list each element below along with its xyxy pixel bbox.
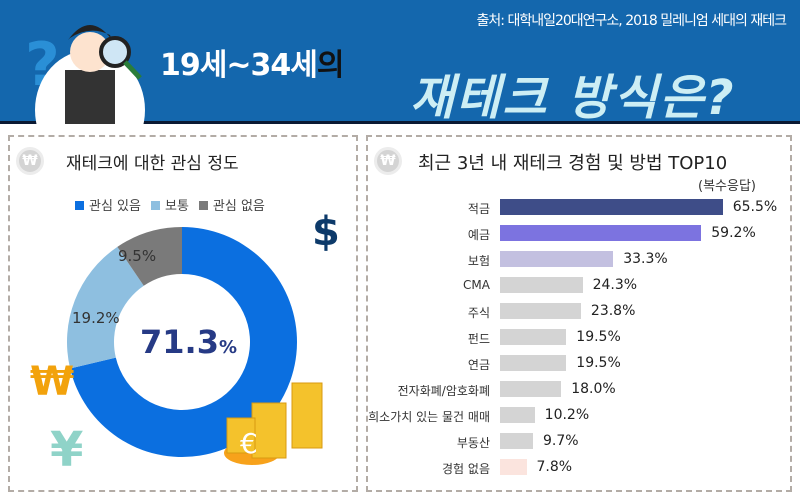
bar-category-label: CMA <box>463 278 490 292</box>
title-question: 재테크 방식은? <box>410 70 736 126</box>
dollar-icon: $ <box>312 209 340 255</box>
source-text: 출처: 대학내일20대연구소, 2018 밀레니엄 세대의 재테크 <box>476 13 787 29</box>
center-value: 71.3% <box>140 323 237 361</box>
header-banner: ? 출처: 대학내일20대연구소, 2018 밀레니엄 세대의 재테크 19세~… <box>0 0 800 126</box>
bar-value-label: 19.5% <box>576 355 621 371</box>
title-age-range: 19세~34세의 <box>160 40 345 84</box>
interest-title: 재테크에 대한 관심 정도 <box>66 154 239 174</box>
bar-value-label: 7.8% <box>536 459 573 475</box>
bar-category-label: 주식 <box>467 306 490 320</box>
bar-value-label: 9.7% <box>542 433 579 449</box>
bar-category-label: 전자화폐/암호화폐 <box>397 384 490 398</box>
bar-category-label: 펀드 <box>467 332 490 346</box>
bar-category-label: 경험 없음 <box>442 462 490 476</box>
donut-slice-0 <box>70 227 297 457</box>
donut-slice-1 <box>67 246 144 369</box>
bar <box>500 277 583 293</box>
title-age-text: 19세~34세 <box>160 48 318 83</box>
svg-text:€: € <box>240 427 258 460</box>
bar <box>500 303 581 319</box>
bar-category-label: 보험 <box>467 254 490 268</box>
bar <box>500 407 535 423</box>
bar-value-label: 59.2% <box>711 225 756 241</box>
bar <box>500 355 567 371</box>
bar-value-label: 33.3% <box>623 251 668 267</box>
legend-item: 보통 <box>150 195 189 214</box>
bar <box>500 225 702 241</box>
bar-value-label: 18.0% <box>571 381 616 397</box>
label-normal: 9.5% <box>118 247 157 265</box>
detective-illustration: ? <box>25 25 145 124</box>
legend-item: 관심 있음 <box>75 195 141 214</box>
donut-chart <box>67 227 297 457</box>
bar-value-label: 23.8% <box>590 303 636 319</box>
coin-icon: ₩ <box>16 147 44 175</box>
coin-stack-icon: € <box>224 382 323 465</box>
bar-category-label: 예금 <box>467 228 490 242</box>
method-title: 최근 3년 내 재테크 경험 및 방법 TOP10 <box>418 153 728 174</box>
bar <box>500 381 562 397</box>
label-normal: 19.2% <box>72 309 120 327</box>
method-panel: ₩ 최근 3년 내 재테크 경험 및 방법 TOP10 (복수응답) 적금 65.… <box>366 135 792 492</box>
yen-icon: ¥ <box>50 422 84 478</box>
bar-value-label: 65.5% <box>732 199 778 215</box>
bar <box>500 433 533 449</box>
title-suffix: 의 <box>316 48 345 83</box>
legend-item: 관심 없음 <box>198 195 265 214</box>
bar-value-label: 19.5% <box>576 329 621 345</box>
bar-category-label: 적금 <box>467 202 490 216</box>
method-subtitle: (복수응답) <box>698 179 756 194</box>
donut-slice-2 <box>117 227 182 286</box>
bar <box>500 459 527 475</box>
donut-legend: 관심 있음 보통 관심 없음 <box>75 195 265 214</box>
coin-icon: ₩ <box>374 147 402 175</box>
bar-category-label: 부동산 <box>456 436 490 450</box>
bar <box>500 251 614 267</box>
bar <box>500 329 567 345</box>
interest-panel: ₩ 재테크에 대한 관심 정도 관심 있음 보통 관심 없음 9.5% 19.2… <box>8 135 358 492</box>
bar-category-label: 희소가치 있는 물건 매매 <box>368 410 490 424</box>
bar-value-label: 24.3% <box>592 277 638 293</box>
bar-value-label: 10.2% <box>544 407 590 423</box>
won-icon: ₩ <box>30 359 75 405</box>
bar <box>500 199 723 215</box>
bar-category-label: 연금 <box>467 358 490 372</box>
